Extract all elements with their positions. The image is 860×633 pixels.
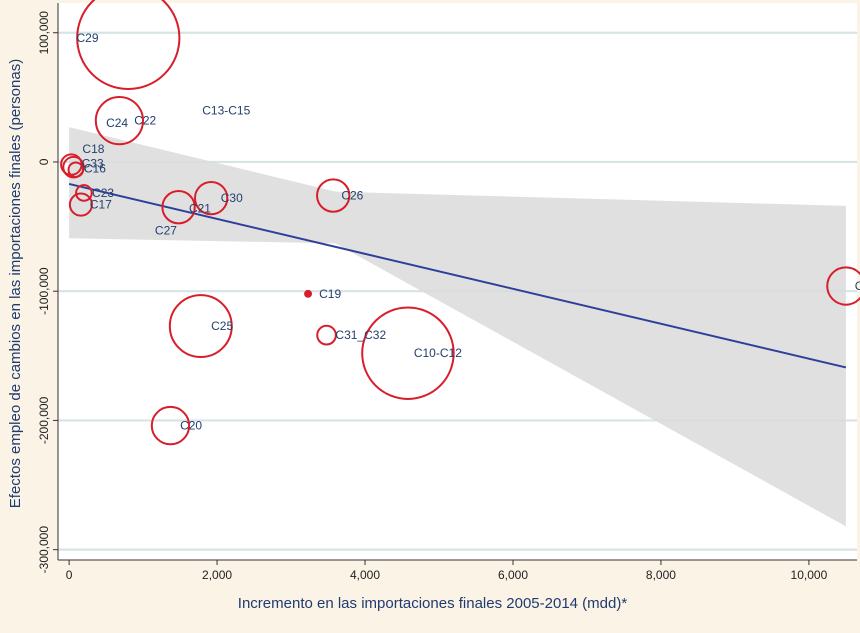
point-label-c16: C16 — [84, 161, 106, 175]
x-tick-label-1: 2,000 — [202, 568, 232, 582]
bubble-c26 — [316, 178, 351, 213]
bubble-c29 — [76, 0, 181, 91]
point-label-c26: C26 — [341, 189, 363, 203]
point-label-c20: C20 — [180, 419, 202, 433]
y-tick-label-3: 0 — [37, 158, 51, 165]
bubble-c20 — [150, 405, 191, 446]
bubble-c25 — [168, 294, 233, 359]
bubble-c10-c12 — [361, 306, 455, 400]
bubble-c30 — [193, 180, 229, 216]
bubble-c21 — [161, 190, 196, 225]
bubble-c16 — [67, 161, 84, 178]
x-axis-title: Incremento en las importaciones finales … — [238, 595, 628, 612]
point-label-c25: C25 — [211, 319, 233, 333]
point-label-c31_c32: C31_C32 — [335, 328, 386, 342]
x-tick-label-2: 4,000 — [350, 568, 380, 582]
point-label-c27: C27 — [155, 223, 177, 237]
x-axis-ticks: 0 2,000 4,000 6,000 8,000 10,000 — [66, 560, 828, 582]
point-label-c33: C33 — [82, 156, 104, 170]
y-tick-label-1: -200,000 — [37, 396, 51, 444]
x-tick-label-3: 6,000 — [498, 568, 528, 582]
bubble-c17 — [68, 192, 93, 217]
y-tick-label-2: -100,000 — [37, 267, 51, 315]
y-tick-label-4: 100,000 — [37, 11, 51, 55]
y-tick-label-0: -300,000 — [37, 526, 51, 574]
confidence-band — [69, 127, 846, 527]
point-label-c19: C19 — [319, 287, 341, 301]
x-tick-label-0: 0 — [66, 568, 73, 582]
point-label-c23: C23 — [92, 186, 114, 200]
point-label-c22: C22 — [134, 114, 156, 128]
bubble-c19 — [304, 289, 313, 298]
point-label-c21: C21 — [189, 201, 211, 215]
bubble-markers — [60, 0, 860, 446]
point-label-c13-c15: C13-C15 — [202, 103, 250, 117]
point-label-c10-c12: C10-C12 — [414, 346, 462, 360]
y-axis-title: Efectos empleo de cambios en las importa… — [7, 59, 24, 508]
bubble-c24 — [94, 95, 145, 146]
axes — [57, 3, 857, 561]
point-label-c30: C30 — [221, 191, 243, 205]
point-label-c18: C18 — [82, 142, 104, 156]
point-label-c29: C29 — [76, 31, 98, 45]
point-label-c28: C28 — [855, 279, 860, 293]
x-tick-label-4: 8,000 — [646, 568, 676, 582]
point-label-c17: C17 — [90, 198, 112, 212]
x-tick-label-5: 10,000 — [791, 568, 828, 582]
bubble-c28 — [826, 266, 860, 306]
y-axis-ticks: -300,000 -200,000 -100,000 0 100,000 — [37, 11, 58, 574]
fit-line — [68, 182, 847, 369]
bubble-c23 — [75, 184, 93, 202]
bubble-c31_c32 — [316, 324, 337, 346]
point-label-c24: C24 — [106, 116, 128, 130]
